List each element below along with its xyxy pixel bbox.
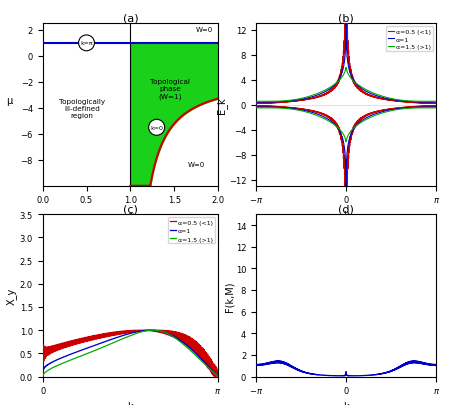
Text: W=0: W=0 [188,162,205,168]
Text: k=0: k=0 [150,126,163,130]
Legend: α=0.5 (<1), α=1, α=1.5 (>1): α=0.5 (<1), α=1, α=1.5 (>1) [168,218,215,244]
X-axis label: k: k [343,401,349,405]
Y-axis label: E_k: E_k [217,97,228,113]
Y-axis label: X_y: X_y [6,287,17,304]
Text: W=0: W=0 [196,27,213,33]
Title: (a): (a) [123,13,138,23]
Y-axis label: F(k,M): F(k,M) [224,280,234,311]
X-axis label: k: k [128,401,133,405]
Text: Topological
phase
(W=1): Topological phase (W=1) [150,79,190,99]
Text: k=π: k=π [80,41,93,46]
X-axis label: α: α [127,211,134,220]
Text: Topologically
ill-defined
region: Topologically ill-defined region [59,98,105,119]
Title: (c): (c) [123,204,138,214]
Title: (b): (b) [338,13,354,23]
X-axis label: k: k [343,211,349,220]
Y-axis label: μ: μ [6,95,13,105]
Legend: α=0.5 (<1), α=1, α=1.5 (>1): α=0.5 (<1), α=1, α=1.5 (>1) [386,28,433,52]
Title: (d): (d) [338,204,354,214]
